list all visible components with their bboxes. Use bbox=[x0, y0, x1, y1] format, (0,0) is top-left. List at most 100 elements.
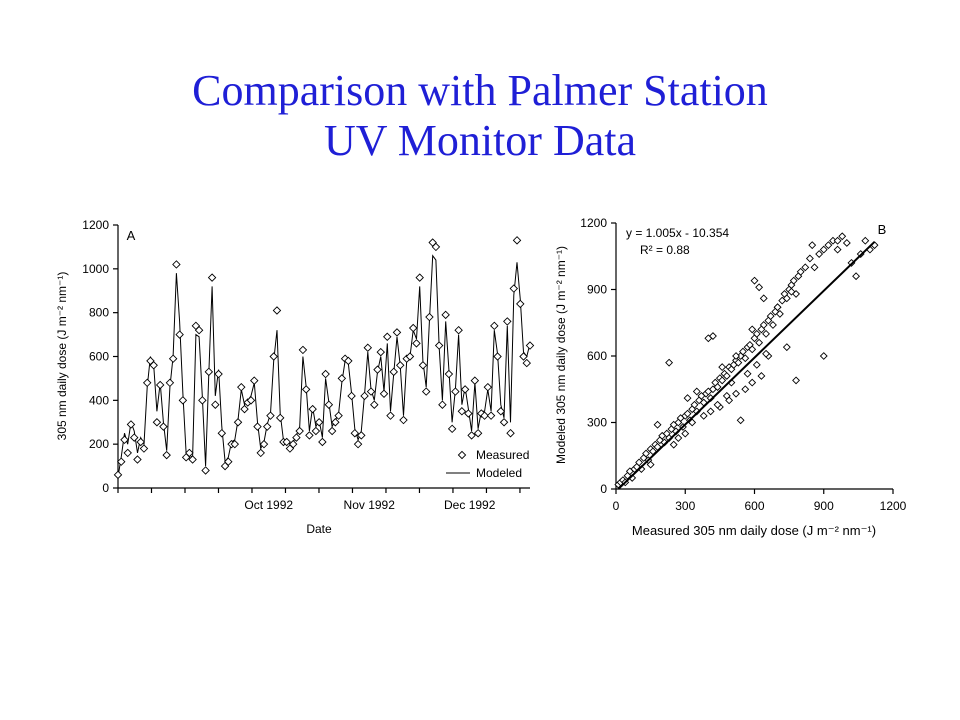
panel-a-measured-point bbox=[334, 411, 343, 420]
panel-a-measured-point bbox=[113, 470, 123, 480]
panel-a-measured-point bbox=[142, 378, 152, 388]
panel-b-point bbox=[861, 236, 870, 245]
panel-b-point bbox=[852, 272, 861, 281]
panel-b-point bbox=[775, 309, 784, 318]
slide-title: Comparison with Palmer Station UV Monito… bbox=[0, 66, 960, 166]
panel-a-measured-point bbox=[152, 418, 162, 427]
panel-b-point bbox=[838, 232, 847, 241]
panel-b-point bbox=[750, 276, 759, 285]
panel-b-point bbox=[699, 411, 708, 420]
panel-a-measured-point bbox=[233, 418, 243, 427]
panel-b-point bbox=[833, 245, 842, 254]
panel-b-point bbox=[759, 294, 768, 303]
panel-a-measured-point bbox=[425, 312, 434, 322]
panel-a-measured-point bbox=[516, 299, 525, 309]
panel-a-measured-point bbox=[318, 437, 327, 447]
panel-a-measured-point bbox=[185, 448, 194, 458]
panel-a-measured-point bbox=[172, 260, 181, 269]
panel-a-legend-modeled-label: Modeled bbox=[476, 466, 522, 480]
panel-a-legend-measured-label: Measured bbox=[476, 448, 529, 462]
panel-b-x-tick-label: 900 bbox=[814, 499, 834, 513]
panel-a-measured-point bbox=[321, 369, 330, 379]
panel-a-measured-point bbox=[421, 387, 431, 396]
panel-a-measured-point bbox=[308, 404, 317, 414]
panel-b-point bbox=[762, 349, 770, 358]
panel-a-measured-point bbox=[457, 407, 467, 416]
panel-b-point bbox=[748, 345, 757, 354]
panel-a-measured-point bbox=[395, 361, 405, 370]
panel-a-measured-point bbox=[386, 411, 395, 420]
panel-a-measured-point bbox=[379, 389, 389, 398]
panel-b-point bbox=[741, 354, 750, 363]
panel-a-measured-point bbox=[288, 439, 298, 449]
panel-a-measured-point bbox=[159, 422, 168, 431]
panel-a-measured-point bbox=[305, 431, 314, 440]
panel-a-measured-point bbox=[405, 352, 415, 361]
panel-b-point bbox=[755, 338, 764, 347]
panel-b-point bbox=[752, 360, 761, 369]
panel-b-point bbox=[801, 263, 810, 272]
panel-a-measured-point bbox=[201, 466, 210, 475]
panel-b-point bbox=[787, 287, 796, 296]
panel-a-measured-point bbox=[295, 426, 304, 436]
panel-a-measured-point bbox=[444, 369, 454, 379]
panel-a-measured-point bbox=[441, 310, 450, 320]
panel-b-point bbox=[757, 372, 766, 380]
panel-a-y-tick-label: 400 bbox=[89, 393, 109, 407]
panel-b-point bbox=[732, 389, 740, 398]
panel-a-measured-point bbox=[165, 378, 175, 388]
panel-a-measured-point bbox=[194, 325, 204, 335]
panel-a-x-tick-label: Nov 1992 bbox=[344, 498, 396, 512]
panel-a-measured-point bbox=[311, 426, 321, 436]
panel-a-measured-point bbox=[373, 365, 382, 374]
panel-b-point bbox=[653, 420, 662, 429]
panel-b-point bbox=[833, 236, 842, 245]
panel-a-measured-point bbox=[499, 418, 509, 427]
panel-b-point bbox=[734, 358, 743, 367]
panel-b-point bbox=[743, 369, 752, 378]
panel-a-measured-point bbox=[331, 418, 340, 427]
panel-a-measured-point bbox=[204, 367, 214, 377]
panel-b-point bbox=[690, 400, 699, 409]
panel-a-measured-point bbox=[275, 413, 285, 423]
panel-a-measured-point bbox=[415, 273, 424, 282]
panel-b-point bbox=[796, 267, 805, 276]
panel-b-equation: y = 1.005x - 10.354 bbox=[626, 226, 729, 240]
panel-a-measured-point bbox=[451, 387, 460, 396]
panel-b-point bbox=[732, 352, 740, 360]
panel-b-point bbox=[706, 407, 715, 416]
panel-b-point bbox=[762, 329, 770, 338]
panel-a-measured-point bbox=[117, 457, 126, 466]
panel-a-y-axis-label: 305 nm daily dose (J m⁻² nm⁻¹) bbox=[55, 272, 69, 441]
panel-b-point bbox=[752, 329, 761, 338]
panel-a-measured-point bbox=[460, 385, 470, 394]
panel-b-point bbox=[819, 245, 828, 254]
panel-b-point bbox=[819, 352, 828, 360]
panel-a-measured-point bbox=[363, 343, 373, 352]
panel-a-measured-point bbox=[314, 418, 324, 427]
panel-a-measured-point bbox=[399, 415, 408, 425]
panel-a-measured-point bbox=[253, 422, 262, 431]
panel-a-x-tick-label: Oct 1992 bbox=[244, 498, 293, 512]
panel-a-measured-point bbox=[383, 332, 392, 342]
panel-b-point bbox=[683, 409, 692, 418]
panel-b-y-tick-label: 600 bbox=[587, 349, 607, 363]
panel-b-point bbox=[739, 347, 747, 356]
panel-a-y-tick-label: 200 bbox=[89, 437, 109, 451]
panel-a-measured-point bbox=[480, 411, 489, 420]
panel-a-measured-point bbox=[136, 437, 145, 447]
panel-b-point bbox=[736, 416, 745, 425]
panel-b-point bbox=[709, 332, 717, 340]
panel-a-measured-point bbox=[490, 321, 499, 331]
panel-a-measured-point bbox=[360, 391, 369, 401]
panel-a-measured-point bbox=[503, 317, 512, 326]
panel-b-point bbox=[646, 460, 655, 469]
panel-a-measured-point bbox=[224, 457, 233, 466]
panel-a-measured-point bbox=[486, 411, 496, 420]
panel-b-x-tick-label: 1200 bbox=[880, 499, 907, 513]
panel-a-measured-point bbox=[237, 382, 246, 392]
panel-b-point bbox=[773, 303, 782, 312]
panel-a-measured-point bbox=[357, 431, 366, 440]
panel-b-point bbox=[766, 312, 775, 321]
